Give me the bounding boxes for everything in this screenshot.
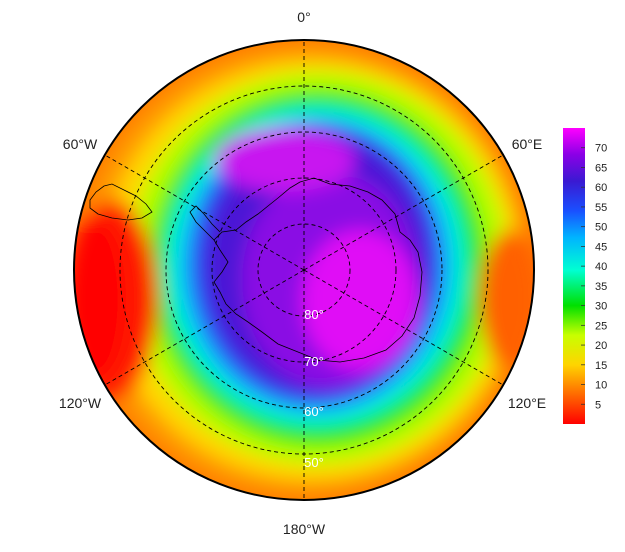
colorbar-tick-label-7: 40 bbox=[595, 261, 607, 273]
lon-label-120w: 120°W bbox=[59, 395, 102, 411]
colorbar-tick-label-6: 35 bbox=[595, 281, 607, 293]
colorbar-tick-label-1: 10 bbox=[595, 380, 607, 392]
colorbar-tick-label-13: 70 bbox=[595, 143, 607, 155]
colorbar-tick-label-8: 45 bbox=[595, 241, 607, 253]
colorbar-tick-label-11: 60 bbox=[595, 182, 607, 194]
colorbar-tick-label-10: 55 bbox=[595, 202, 607, 214]
meridian-line-120 bbox=[303, 269, 504, 386]
colorbar-tick-label-5: 30 bbox=[595, 301, 607, 313]
colorbar-tick-label-9: 50 bbox=[595, 222, 607, 234]
latitude-circle-60 bbox=[165, 131, 443, 409]
lon-label-60e: 60°E bbox=[512, 136, 543, 152]
colorbar-tick-label-0: 5 bbox=[595, 399, 601, 411]
lat-label-70: 70° bbox=[304, 354, 324, 369]
lat-label-60: 60° bbox=[304, 404, 324, 419]
lat-label-50: 50° bbox=[304, 455, 324, 470]
meridian-line-300 bbox=[104, 154, 305, 271]
graticule bbox=[104, 40, 504, 500]
lon-label-0: 0° bbox=[297, 9, 310, 25]
colorbar-ticks: 5 10 15 20 25 30 35 40 45 50 55 60 65 70 bbox=[581, 143, 607, 411]
colorbar-tick-label-12: 65 bbox=[595, 162, 607, 174]
south-america-tip-coastline bbox=[89, 183, 153, 221]
lon-label-60w: 60°W bbox=[63, 136, 98, 152]
magenta-core-north bbox=[215, 128, 355, 192]
meridian-line-60 bbox=[303, 154, 504, 271]
map-boundary bbox=[73, 39, 535, 501]
lat-label-80: 80° bbox=[304, 307, 324, 322]
meridian-line-240 bbox=[104, 269, 305, 386]
lon-label-180w: 180°W bbox=[283, 521, 326, 537]
antarctic-peninsula-coastline bbox=[189, 205, 221, 241]
lon-label-120e: 120°E bbox=[508, 395, 546, 411]
orange-patch-east bbox=[480, 230, 534, 370]
colorbar-gradient bbox=[563, 128, 585, 424]
colorbar-tick-label-3: 20 bbox=[595, 340, 607, 352]
colorbar: 5 10 15 20 25 30 35 40 45 50 55 60 65 70 bbox=[563, 128, 607, 424]
map-field bbox=[74, 40, 534, 500]
colorbar-tick-label-2: 15 bbox=[595, 360, 607, 372]
latitude-circle-70 bbox=[211, 177, 397, 363]
magenta-core-east bbox=[302, 230, 418, 370]
colorbar-tick-label-4: 25 bbox=[595, 320, 607, 332]
